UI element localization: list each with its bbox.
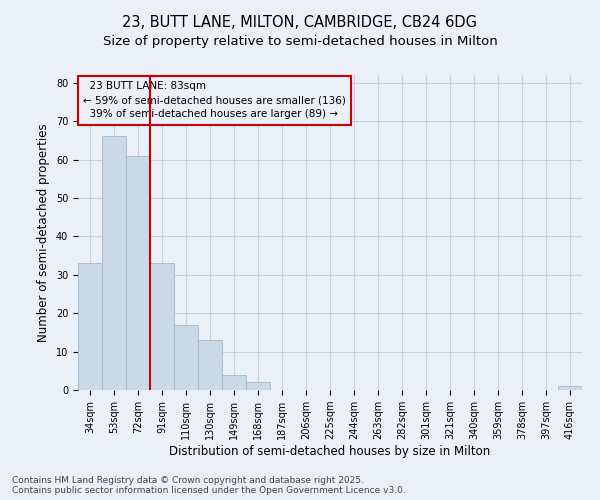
Text: Size of property relative to semi-detached houses in Milton: Size of property relative to semi-detach… [103, 35, 497, 48]
Bar [222, 374, 246, 390]
Text: Contains HM Land Registry data © Crown copyright and database right 2025.
Contai: Contains HM Land Registry data © Crown c… [12, 476, 406, 495]
Bar [126, 156, 150, 390]
Bar [102, 136, 126, 390]
Bar [174, 324, 198, 390]
Text: 23 BUTT LANE: 83sqm
← 59% of semi-detached houses are smaller (136)
  39% of sem: 23 BUTT LANE: 83sqm ← 59% of semi-detach… [83, 82, 346, 120]
Bar [78, 263, 102, 390]
Text: 23, BUTT LANE, MILTON, CAMBRIDGE, CB24 6DG: 23, BUTT LANE, MILTON, CAMBRIDGE, CB24 6… [122, 15, 478, 30]
Bar [150, 263, 174, 390]
Bar [558, 386, 582, 390]
Y-axis label: Number of semi-detached properties: Number of semi-detached properties [37, 123, 50, 342]
Bar [246, 382, 270, 390]
Bar [198, 340, 222, 390]
X-axis label: Distribution of semi-detached houses by size in Milton: Distribution of semi-detached houses by … [169, 445, 491, 458]
